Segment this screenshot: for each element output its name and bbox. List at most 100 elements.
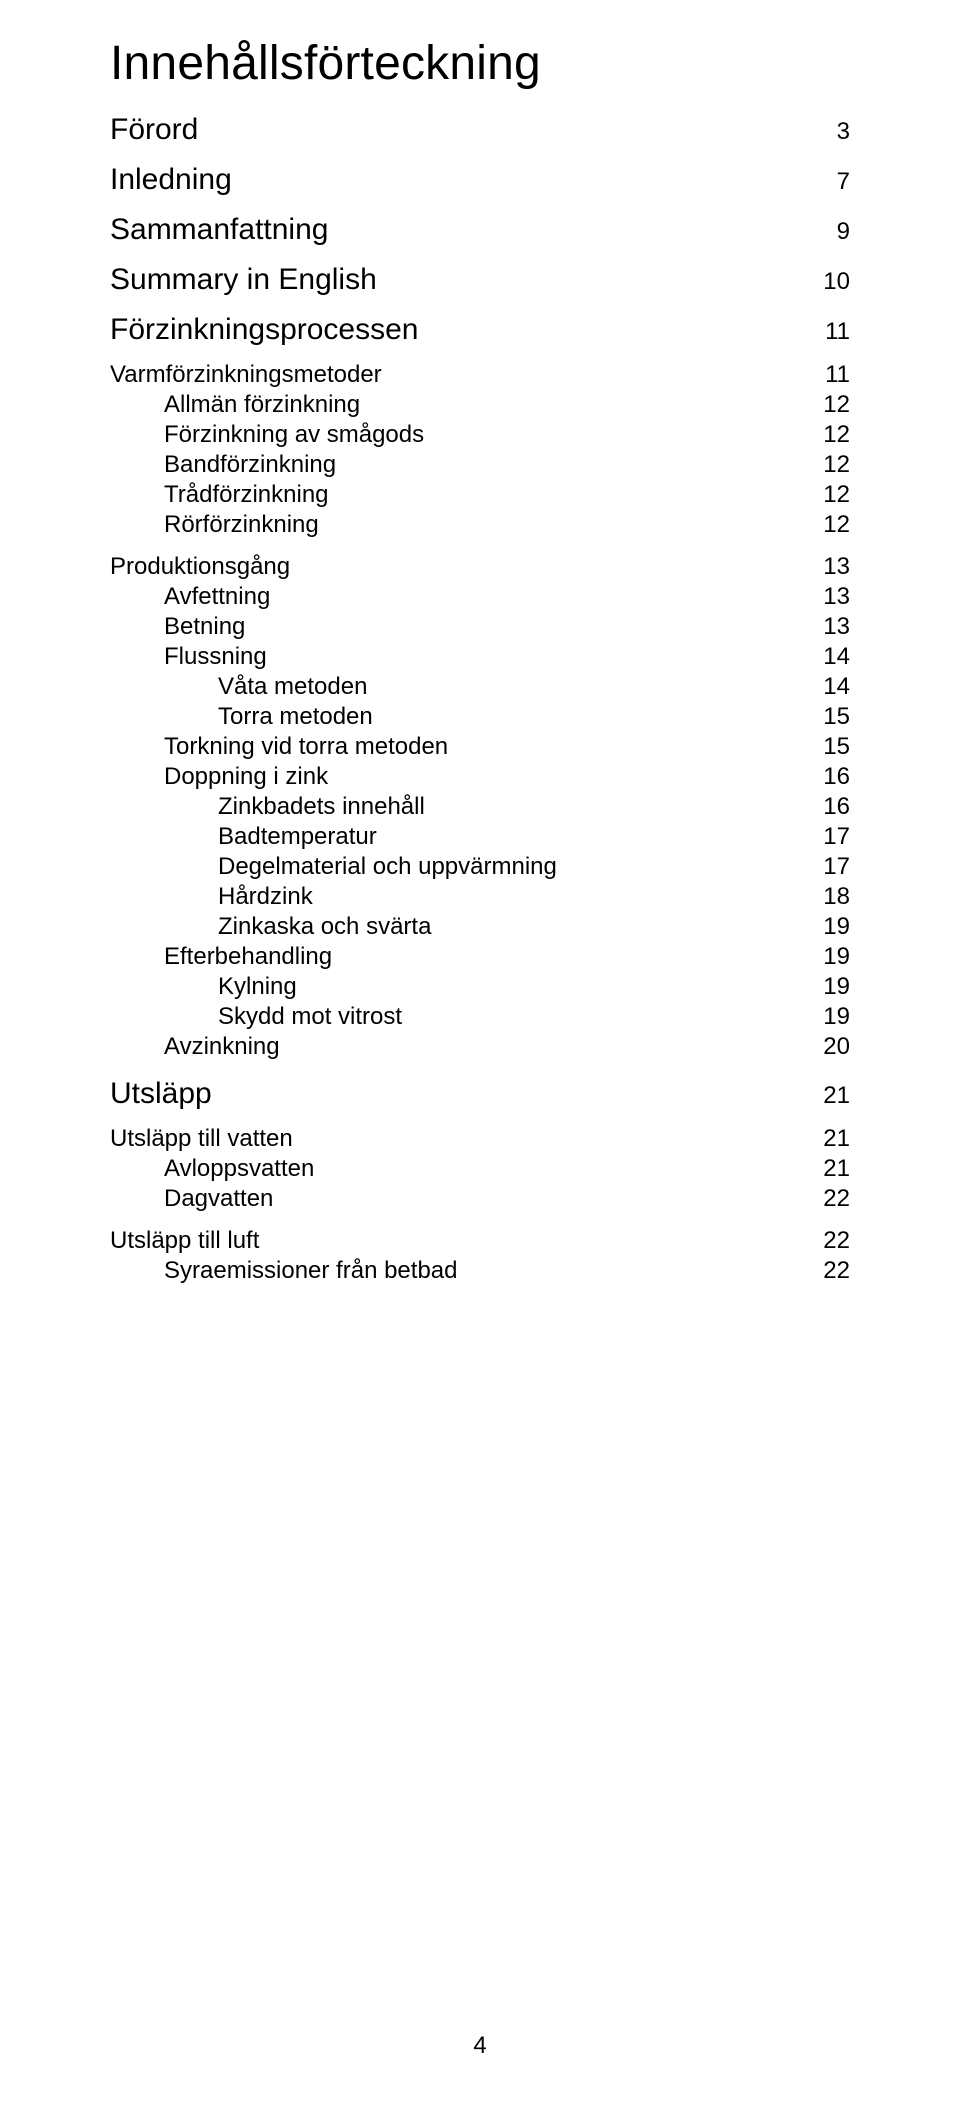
toc-entry-page: 19 bbox=[802, 943, 850, 971]
toc-entry: Syraemissioner från betbad22 bbox=[110, 1257, 850, 1285]
toc-entry-label: Allmän förzinkning bbox=[110, 391, 360, 419]
toc-entry-page: 3 bbox=[802, 118, 850, 146]
toc-entry: Zinkaska och svärta 19 bbox=[110, 913, 850, 941]
toc-entry-label: Degelmaterial och uppvärmning bbox=[110, 853, 557, 881]
toc-entry-label: Produktionsgång bbox=[110, 553, 290, 581]
toc-entry-page: 12 bbox=[802, 481, 850, 509]
toc-entry-label: Torra metoden bbox=[110, 703, 373, 731]
toc-entry-page: 21 bbox=[802, 1082, 850, 1110]
toc-entry: Förzinkning av smågods 12 bbox=[110, 421, 850, 449]
toc-entry-page: 14 bbox=[802, 673, 850, 701]
toc-entry: Degelmaterial och uppvärmning 17 bbox=[110, 853, 850, 881]
toc-entry-label: Hårdzink bbox=[110, 883, 313, 911]
toc-entry-page: 11 bbox=[802, 361, 850, 389]
toc-entry-page: 22 bbox=[802, 1185, 850, 1213]
toc-entry: Våta metoden 14 bbox=[110, 673, 850, 701]
toc-entry-label: Utsläpp bbox=[110, 1077, 212, 1111]
toc-entry: Trådförzinkning 12 bbox=[110, 481, 850, 509]
toc-entry-label: Förzinkningsprocessen bbox=[110, 313, 418, 347]
toc-entry: Efterbehandling 19 bbox=[110, 943, 850, 971]
toc-entry-label: Badtemperatur bbox=[110, 823, 377, 851]
toc-entry-page: 12 bbox=[802, 451, 850, 479]
toc-entry-label: Flussning bbox=[110, 643, 267, 671]
toc-entry: Rörförzinkning 12 bbox=[110, 511, 850, 539]
toc-entry: Kylning 19 bbox=[110, 973, 850, 1001]
toc-entry: Förord 3 bbox=[110, 113, 850, 147]
toc-entry-label: Bandförzinkning bbox=[110, 451, 336, 479]
toc-entry-page: 13 bbox=[802, 583, 850, 611]
toc-entry: Badtemperatur 17 bbox=[110, 823, 850, 851]
toc-entry-page: 13 bbox=[802, 613, 850, 641]
toc-entry: Utsläpp till vatten 21 bbox=[110, 1125, 850, 1153]
toc-entry: Zinkbadets innehåll 16 bbox=[110, 793, 850, 821]
toc-entry-page: 15 bbox=[802, 703, 850, 731]
toc-entry-label: Zinkaska och svärta bbox=[110, 913, 431, 941]
toc-list: Förord 3 Inledning7 Sammanfattning 9 Summary … bbox=[110, 113, 850, 1285]
toc-entry-page: 12 bbox=[802, 511, 850, 539]
toc-entry: Inledning7 bbox=[110, 163, 850, 197]
toc-entry: Varmförzinkningsmetoder11 bbox=[110, 361, 850, 389]
toc-entry-label: Sammanfattning bbox=[110, 213, 328, 247]
toc-entry-page: 21 bbox=[802, 1155, 850, 1183]
toc-entry-page: 22 bbox=[802, 1227, 850, 1255]
toc-entry-label: Zinkbadets innehåll bbox=[110, 793, 425, 821]
toc-entry-page: 11 bbox=[802, 318, 850, 346]
toc-entry-label: Utsläpp till luft bbox=[110, 1227, 259, 1255]
toc-entry-page: 19 bbox=[802, 913, 850, 941]
toc-entry: Avzinkning 20 bbox=[110, 1033, 850, 1061]
toc-entry-page: 15 bbox=[802, 733, 850, 761]
toc-entry-label: Trådförzinkning bbox=[110, 481, 329, 509]
toc-entry: Summary in English 10 bbox=[110, 263, 850, 297]
toc-entry: Hårdzink 18 bbox=[110, 883, 850, 911]
toc-entry-page: 14 bbox=[802, 643, 850, 671]
toc-entry-label: Doppning i zink bbox=[110, 763, 328, 791]
toc-entry: Produktionsgång 13 bbox=[110, 553, 850, 581]
toc-entry-page: 16 bbox=[802, 763, 850, 791]
toc-entry: Doppning i zink 16 bbox=[110, 763, 850, 791]
toc-entry-label: Torkning vid torra metoden bbox=[110, 733, 448, 761]
toc-entry-page: 12 bbox=[802, 421, 850, 449]
toc-entry-page: 7 bbox=[802, 168, 850, 196]
toc-entry-label: Summary in English bbox=[110, 263, 377, 297]
toc-entry-label: Skydd mot vitrost bbox=[110, 1003, 402, 1031]
toc-entry-label: Dagvatten bbox=[110, 1185, 273, 1213]
toc-entry: Förzinkningsprocessen 11 bbox=[110, 313, 850, 347]
toc-entry-label: Utsläpp till vatten bbox=[110, 1125, 293, 1153]
toc-entry: Avloppsvatten 21 bbox=[110, 1155, 850, 1183]
toc-entry: Sammanfattning 9 bbox=[110, 213, 850, 247]
toc-entry-page: 17 bbox=[802, 853, 850, 881]
toc-entry-label: Avzinkning bbox=[110, 1033, 280, 1061]
toc-entry-label: Förord bbox=[110, 113, 198, 147]
page-title: Innehållsförteckning bbox=[110, 36, 850, 91]
toc-entry-page: 19 bbox=[802, 1003, 850, 1031]
toc-entry-label: Våta metoden bbox=[110, 673, 367, 701]
toc-entry-page: 20 bbox=[802, 1033, 850, 1061]
toc-entry-page: 19 bbox=[802, 973, 850, 1001]
toc-entry: Allmän förzinkning 12 bbox=[110, 391, 850, 419]
toc-entry: Bandförzinkning 12 bbox=[110, 451, 850, 479]
toc-entry: Skydd mot vitrost 19 bbox=[110, 1003, 850, 1031]
toc-entry: Torkning vid torra metoden 15 bbox=[110, 733, 850, 761]
toc-entry-page: 13 bbox=[802, 553, 850, 581]
toc-entry-label: Avloppsvatten bbox=[110, 1155, 314, 1183]
toc-entry: Utsläpp till luft 22 bbox=[110, 1227, 850, 1255]
page-number: 4 bbox=[0, 2032, 960, 2060]
toc-entry-page: 21 bbox=[802, 1125, 850, 1153]
toc-entry-label: Rörförzinkning bbox=[110, 511, 319, 539]
toc-entry-page: 12 bbox=[802, 391, 850, 419]
toc-page: Innehållsförteckning Förord 3 Inledning7 Sa… bbox=[0, 0, 960, 2106]
toc-entry: Betning13 bbox=[110, 613, 850, 641]
toc-entry-label: Förzinkning av smågods bbox=[110, 421, 424, 449]
toc-entry-page: 18 bbox=[802, 883, 850, 911]
toc-entry: Flussning 14 bbox=[110, 643, 850, 671]
toc-entry-label: Avfettning bbox=[110, 583, 270, 611]
toc-entry-page: 16 bbox=[802, 793, 850, 821]
toc-entry: Utsläpp 21 bbox=[110, 1077, 850, 1111]
toc-entry-label: Efterbehandling bbox=[110, 943, 332, 971]
toc-entry-page: 10 bbox=[802, 268, 850, 296]
toc-entry-page: 17 bbox=[802, 823, 850, 851]
toc-entry-label: Syraemissioner från betbad bbox=[110, 1257, 457, 1285]
toc-entry: Torra metoden 15 bbox=[110, 703, 850, 731]
toc-entry-label: Kylning bbox=[110, 973, 297, 1001]
toc-entry-page: 9 bbox=[802, 218, 850, 246]
